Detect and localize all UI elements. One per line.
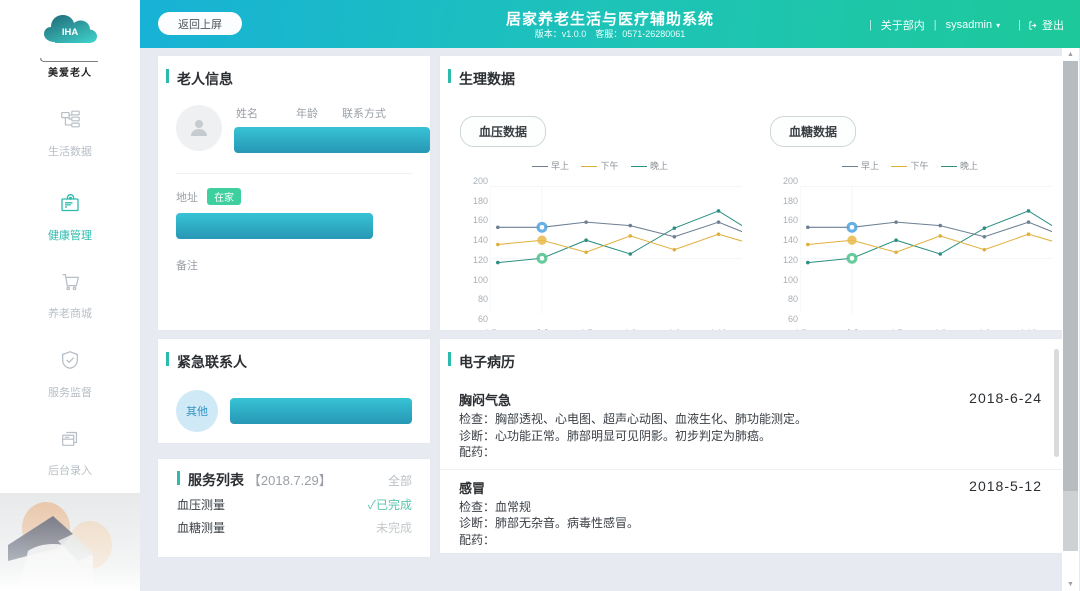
svg-text:IHA: IHA xyxy=(62,27,79,38)
